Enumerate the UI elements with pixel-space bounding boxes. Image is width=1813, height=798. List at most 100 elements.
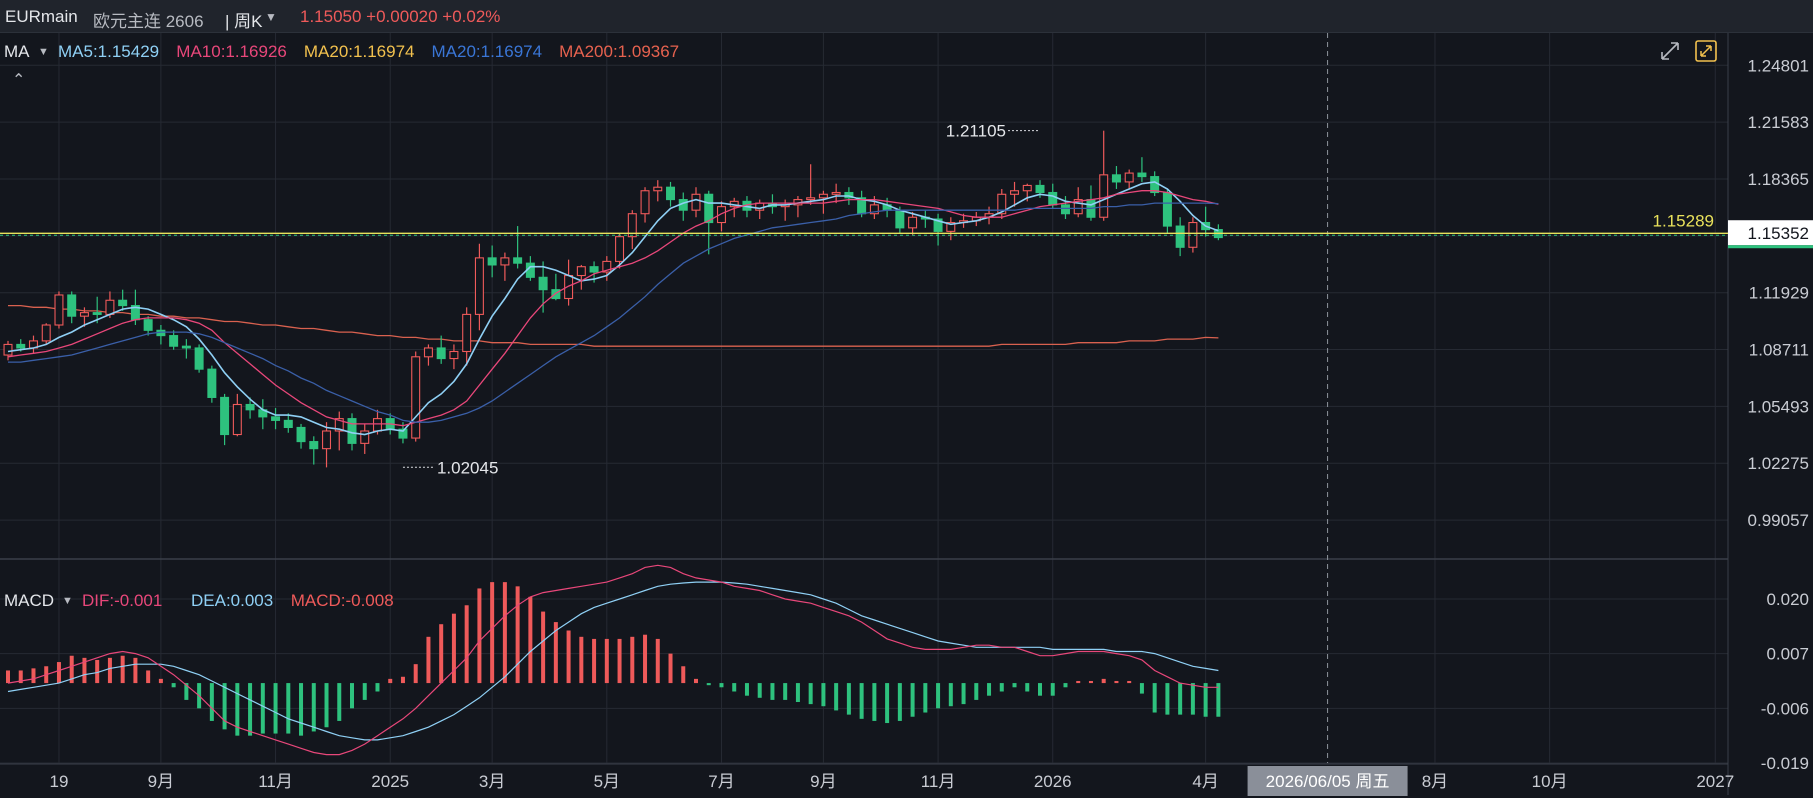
- candle: [118, 289, 128, 311]
- current-price-tag-underline: [1728, 245, 1813, 249]
- candle: [54, 291, 64, 329]
- period-separator: |: [225, 12, 230, 31]
- period-selector[interactable]: | 周K: [225, 7, 263, 32]
- candle: [232, 393, 242, 437]
- macd-histogram-bar: [490, 582, 495, 684]
- candle-body-down: [895, 209, 905, 229]
- price-axis: 1.24801 1.21583 1.18365 1.11929 1.08711 1.054…: [50, 56, 1813, 796]
- candle: [564, 259, 574, 306]
- candle-body-up: [997, 193, 1007, 215]
- candle: [423, 344, 433, 366]
- candle: [309, 436, 319, 465]
- date-tick-label: 11月: [921, 772, 956, 791]
- macd-histogram-bar: [630, 636, 635, 684]
- candle: [283, 413, 293, 433]
- candle-body-down: [194, 347, 204, 370]
- expand-arrows-icon[interactable]: [1661, 42, 1679, 60]
- candle-body-up: [232, 403, 242, 436]
- macd-histogram-bar: [1190, 683, 1195, 715]
- macd-histogram-bar: [859, 683, 864, 719]
- candle-body-up: [806, 197, 816, 201]
- macd-histogram-bar: [566, 630, 571, 684]
- macd-histogram-bar: [999, 683, 1004, 692]
- price-tick-label: 1.21583: [1748, 113, 1809, 132]
- candle-body-up: [54, 294, 64, 326]
- price-tick-label: 0.99057: [1748, 511, 1809, 530]
- candle: [1175, 217, 1185, 257]
- macd-histogram-bar: [350, 683, 354, 709]
- fullscreen-icon[interactable]: [1695, 40, 1717, 62]
- candle-body-up: [474, 257, 484, 315]
- macd-histogram-bar: [681, 666, 686, 684]
- chevron-up-icon[interactable]: ⌃: [12, 72, 25, 89]
- candle: [1162, 188, 1172, 234]
- candle-body-down: [143, 319, 153, 331]
- crosshair-date-label: 2026/06/05 周五: [1266, 772, 1390, 791]
- candle: [449, 344, 459, 370]
- dif-line: [7, 564, 1219, 756]
- candle: [704, 190, 714, 255]
- ma-dropdown-icon[interactable]: ▼: [38, 46, 49, 58]
- dea-line: [7, 581, 1219, 741]
- candle-body-up: [653, 186, 663, 192]
- macd-histogram-bar: [107, 657, 112, 684]
- candle-body-down: [16, 343, 26, 349]
- candle: [474, 243, 484, 331]
- symbol-code[interactable]: EURmain: [5, 7, 78, 26]
- candle-body-up: [1099, 174, 1109, 218]
- ma-indicator-label[interactable]: MA: [4, 42, 30, 61]
- candle-body-up: [716, 206, 726, 224]
- date-tick-label: 3月: [479, 772, 505, 791]
- ma5-line: [7, 181, 1219, 436]
- date-tick-label: 2026: [1034, 772, 1072, 791]
- date-tick-label: 5月: [594, 772, 620, 791]
- candle-body-up: [640, 190, 650, 215]
- macd-histogram-bar: [515, 586, 520, 684]
- macd-legend-item: MACD:-0.008: [291, 591, 394, 610]
- macd-legend-item: DEA:0.003: [191, 591, 273, 610]
- macd-histogram-bar: [388, 678, 393, 684]
- ma-legend-item: MA10:1.16926: [176, 42, 287, 61]
- chart-area[interactable]: 1.15289 1.21105 1.02045 1.24801 1.21583 1.18…: [0, 33, 1813, 798]
- macd-histogram-bar: [706, 683, 711, 686]
- candle: [997, 188, 1007, 220]
- candle: [908, 211, 918, 235]
- macd-histogram-bar: [783, 683, 788, 700]
- macd-histogram-bar: [18, 670, 23, 684]
- macd-histogram-bar: [158, 678, 163, 684]
- candle-body-up: [627, 213, 637, 238]
- candle-body-down: [92, 312, 102, 315]
- macd-histogram-bar: [1165, 683, 1170, 715]
- candle: [169, 330, 179, 350]
- macd-histogram-bar: [69, 655, 74, 684]
- macd-dropdown-icon[interactable]: ▼: [62, 595, 73, 607]
- candle-body-up: [500, 257, 510, 266]
- macd-histogram-bar: [846, 683, 851, 715]
- macd-histogram-bar: [1101, 678, 1106, 684]
- current-price-tag-bg: [1728, 220, 1813, 246]
- candle: [602, 256, 612, 281]
- macd-histogram-bar: [299, 683, 304, 736]
- candle: [933, 213, 943, 246]
- candle: [462, 307, 472, 366]
- macd-indicator-label[interactable]: MACD: [4, 591, 54, 610]
- candle-body-down: [666, 186, 676, 201]
- candle: [1111, 166, 1121, 189]
- expand-arrows-glyph: [1661, 42, 1679, 60]
- candle: [436, 335, 446, 364]
- macd-histogram-bar: [948, 683, 953, 707]
- macd-histogram-bar: [1063, 683, 1068, 688]
- candle-body-up: [372, 418, 382, 432]
- macd-histogram-bar: [426, 636, 431, 684]
- ma-legend-item: MA20:1.16974: [432, 42, 543, 61]
- candle-body-up: [869, 204, 879, 215]
- date-tick-label: 11月: [258, 772, 293, 791]
- candle: [1010, 181, 1020, 207]
- candle-body-down: [933, 218, 943, 232]
- macd-histogram-bar: [974, 683, 979, 700]
- macd-histogram-bar: [1139, 683, 1144, 694]
- period-dropdown-icon[interactable]: ▼: [265, 10, 277, 24]
- date-tick-label: 19: [50, 772, 69, 791]
- macd-histogram-bar: [273, 683, 278, 734]
- candle-body-up: [908, 216, 918, 229]
